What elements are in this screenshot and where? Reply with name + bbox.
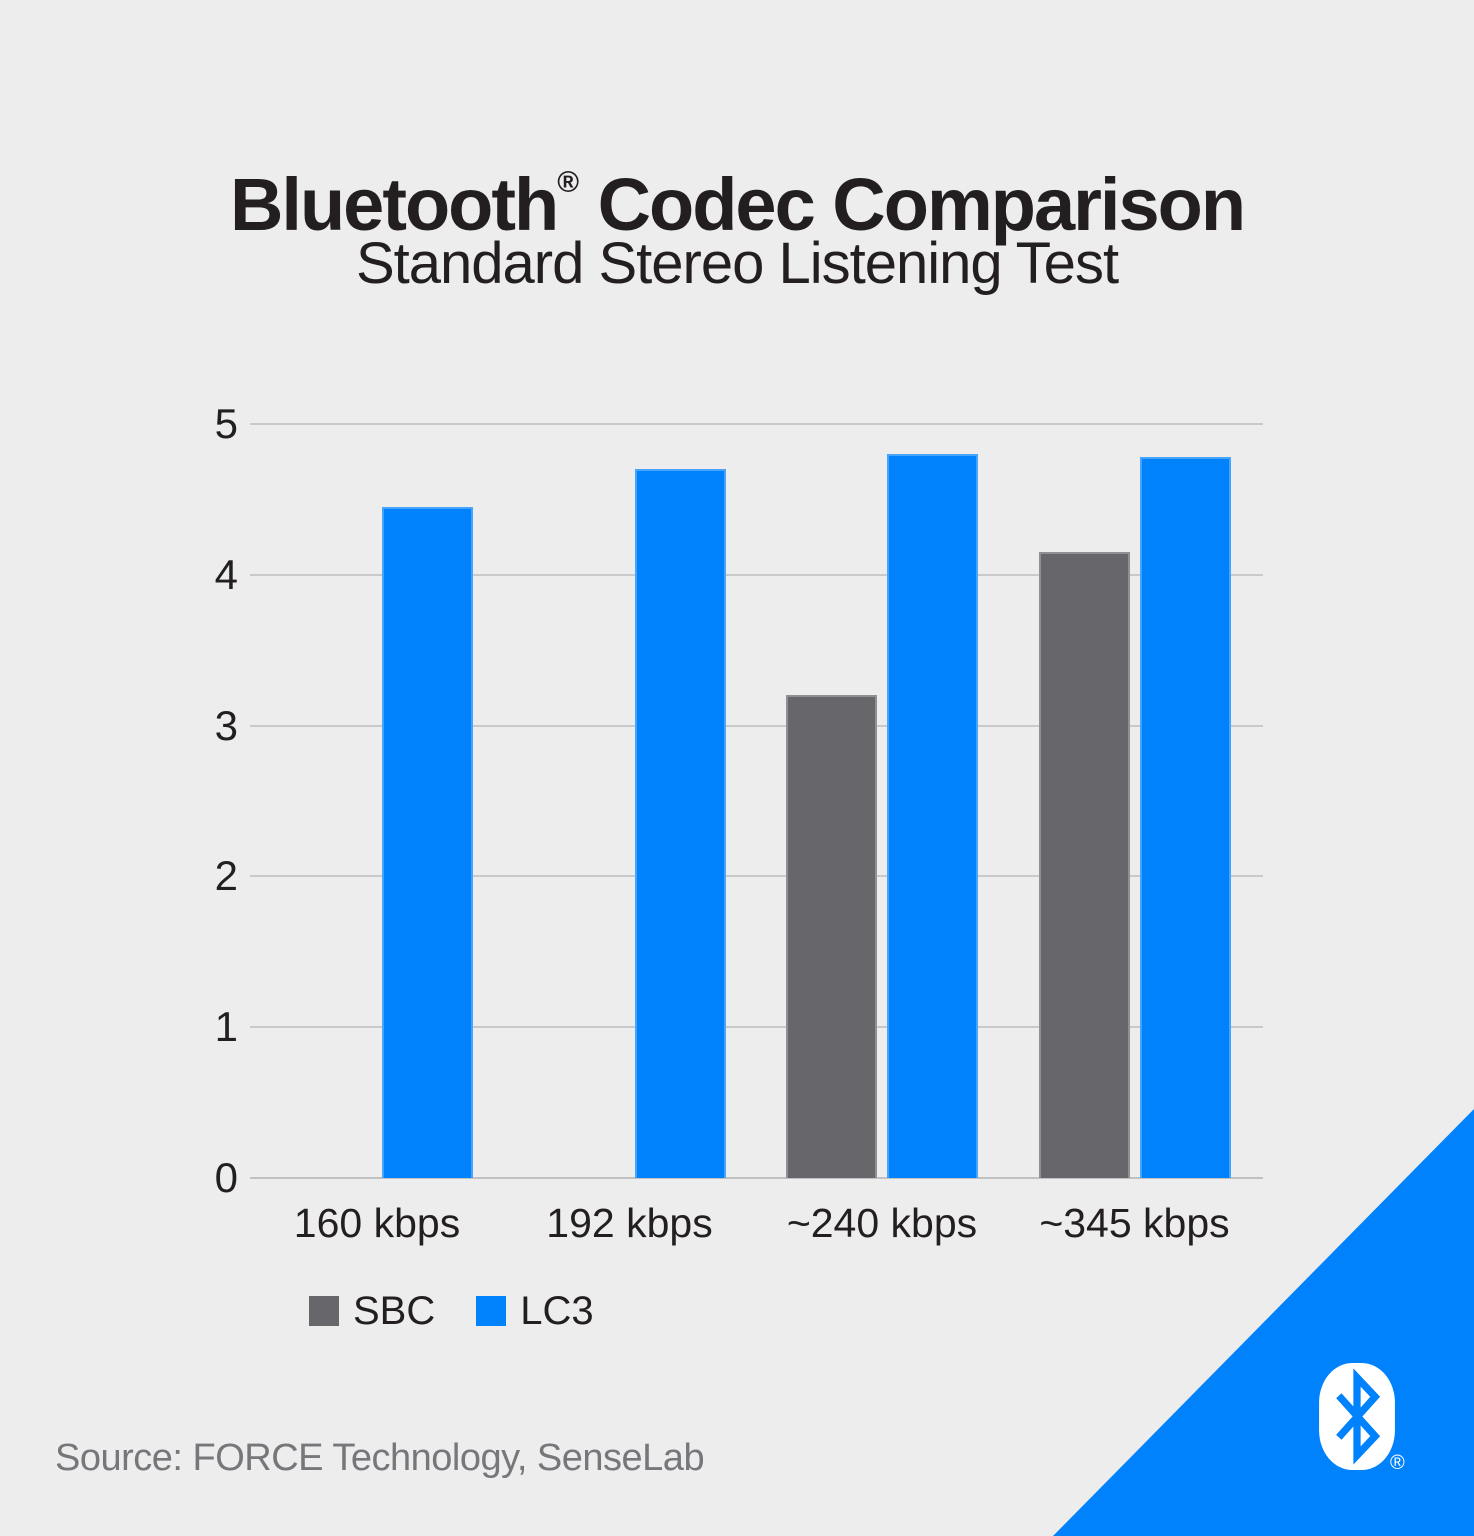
x-axis-line <box>250 1177 1263 1179</box>
legend-label-lc3: LC3 <box>520 1289 594 1333</box>
chart-title-brand: Bluetooth <box>229 163 559 246</box>
bar-lc3-240kbps <box>887 454 978 1178</box>
legend-item-lc3: LC3 <box>476 1289 594 1333</box>
legend-swatch-sbc <box>309 1296 339 1326</box>
x-tick-label-160kbps: 160 kbps <box>293 1200 461 1246</box>
logo-registered-mark: ® <box>1390 1452 1405 1474</box>
y-tick-label-2: 2 <box>214 852 238 900</box>
bluetooth-logo-icon <box>1319 1363 1395 1470</box>
registered-trademark-symbol: ® <box>557 166 580 199</box>
gridline-y1 <box>250 1026 1263 1029</box>
y-tick-label-4: 4 <box>214 550 238 598</box>
chart-legend: SBC LC3 <box>309 1289 594 1333</box>
legend-item-sbc: SBC <box>309 1289 436 1333</box>
chart-subtitle: Standard Stereo Listening Test <box>355 231 1119 296</box>
gridline-y2 <box>250 875 1263 878</box>
x-tick-label-192kbps: 192 kbps <box>546 1200 713 1246</box>
gridline-y4 <box>250 573 1263 576</box>
x-tick-label-345kbps: ~345 kbps <box>1039 1200 1230 1246</box>
gridline-y5 <box>250 423 1263 425</box>
chart-title: Bluetooth® Codec Comparison <box>0 140 1474 248</box>
x-tick-label-240kbps: ~240 kbps <box>786 1200 978 1246</box>
bar-sbc-240kbps <box>786 695 877 1178</box>
legend-label-sbc: SBC <box>353 1289 436 1333</box>
gridline-y3 <box>250 724 1263 727</box>
y-tick-label-5: 5 <box>214 400 238 447</box>
y-tick-label-0: 0 <box>214 1154 238 1201</box>
bar-lc3-160kbps <box>382 506 473 1178</box>
legend-swatch-lc3 <box>476 1296 507 1326</box>
y-tick-label-3: 3 <box>214 701 238 749</box>
chart-title-rest: Codec Comparison <box>579 163 1246 246</box>
source-attribution: Source: FORCE Technology, SenseLab <box>55 1437 705 1479</box>
bar-sbc-345kbps <box>1038 552 1130 1178</box>
bar-lc3-192kbps <box>634 469 726 1178</box>
y-tick-label-1: 1 <box>214 1003 238 1051</box>
bar-lc3-345kbps <box>1139 457 1231 1178</box>
